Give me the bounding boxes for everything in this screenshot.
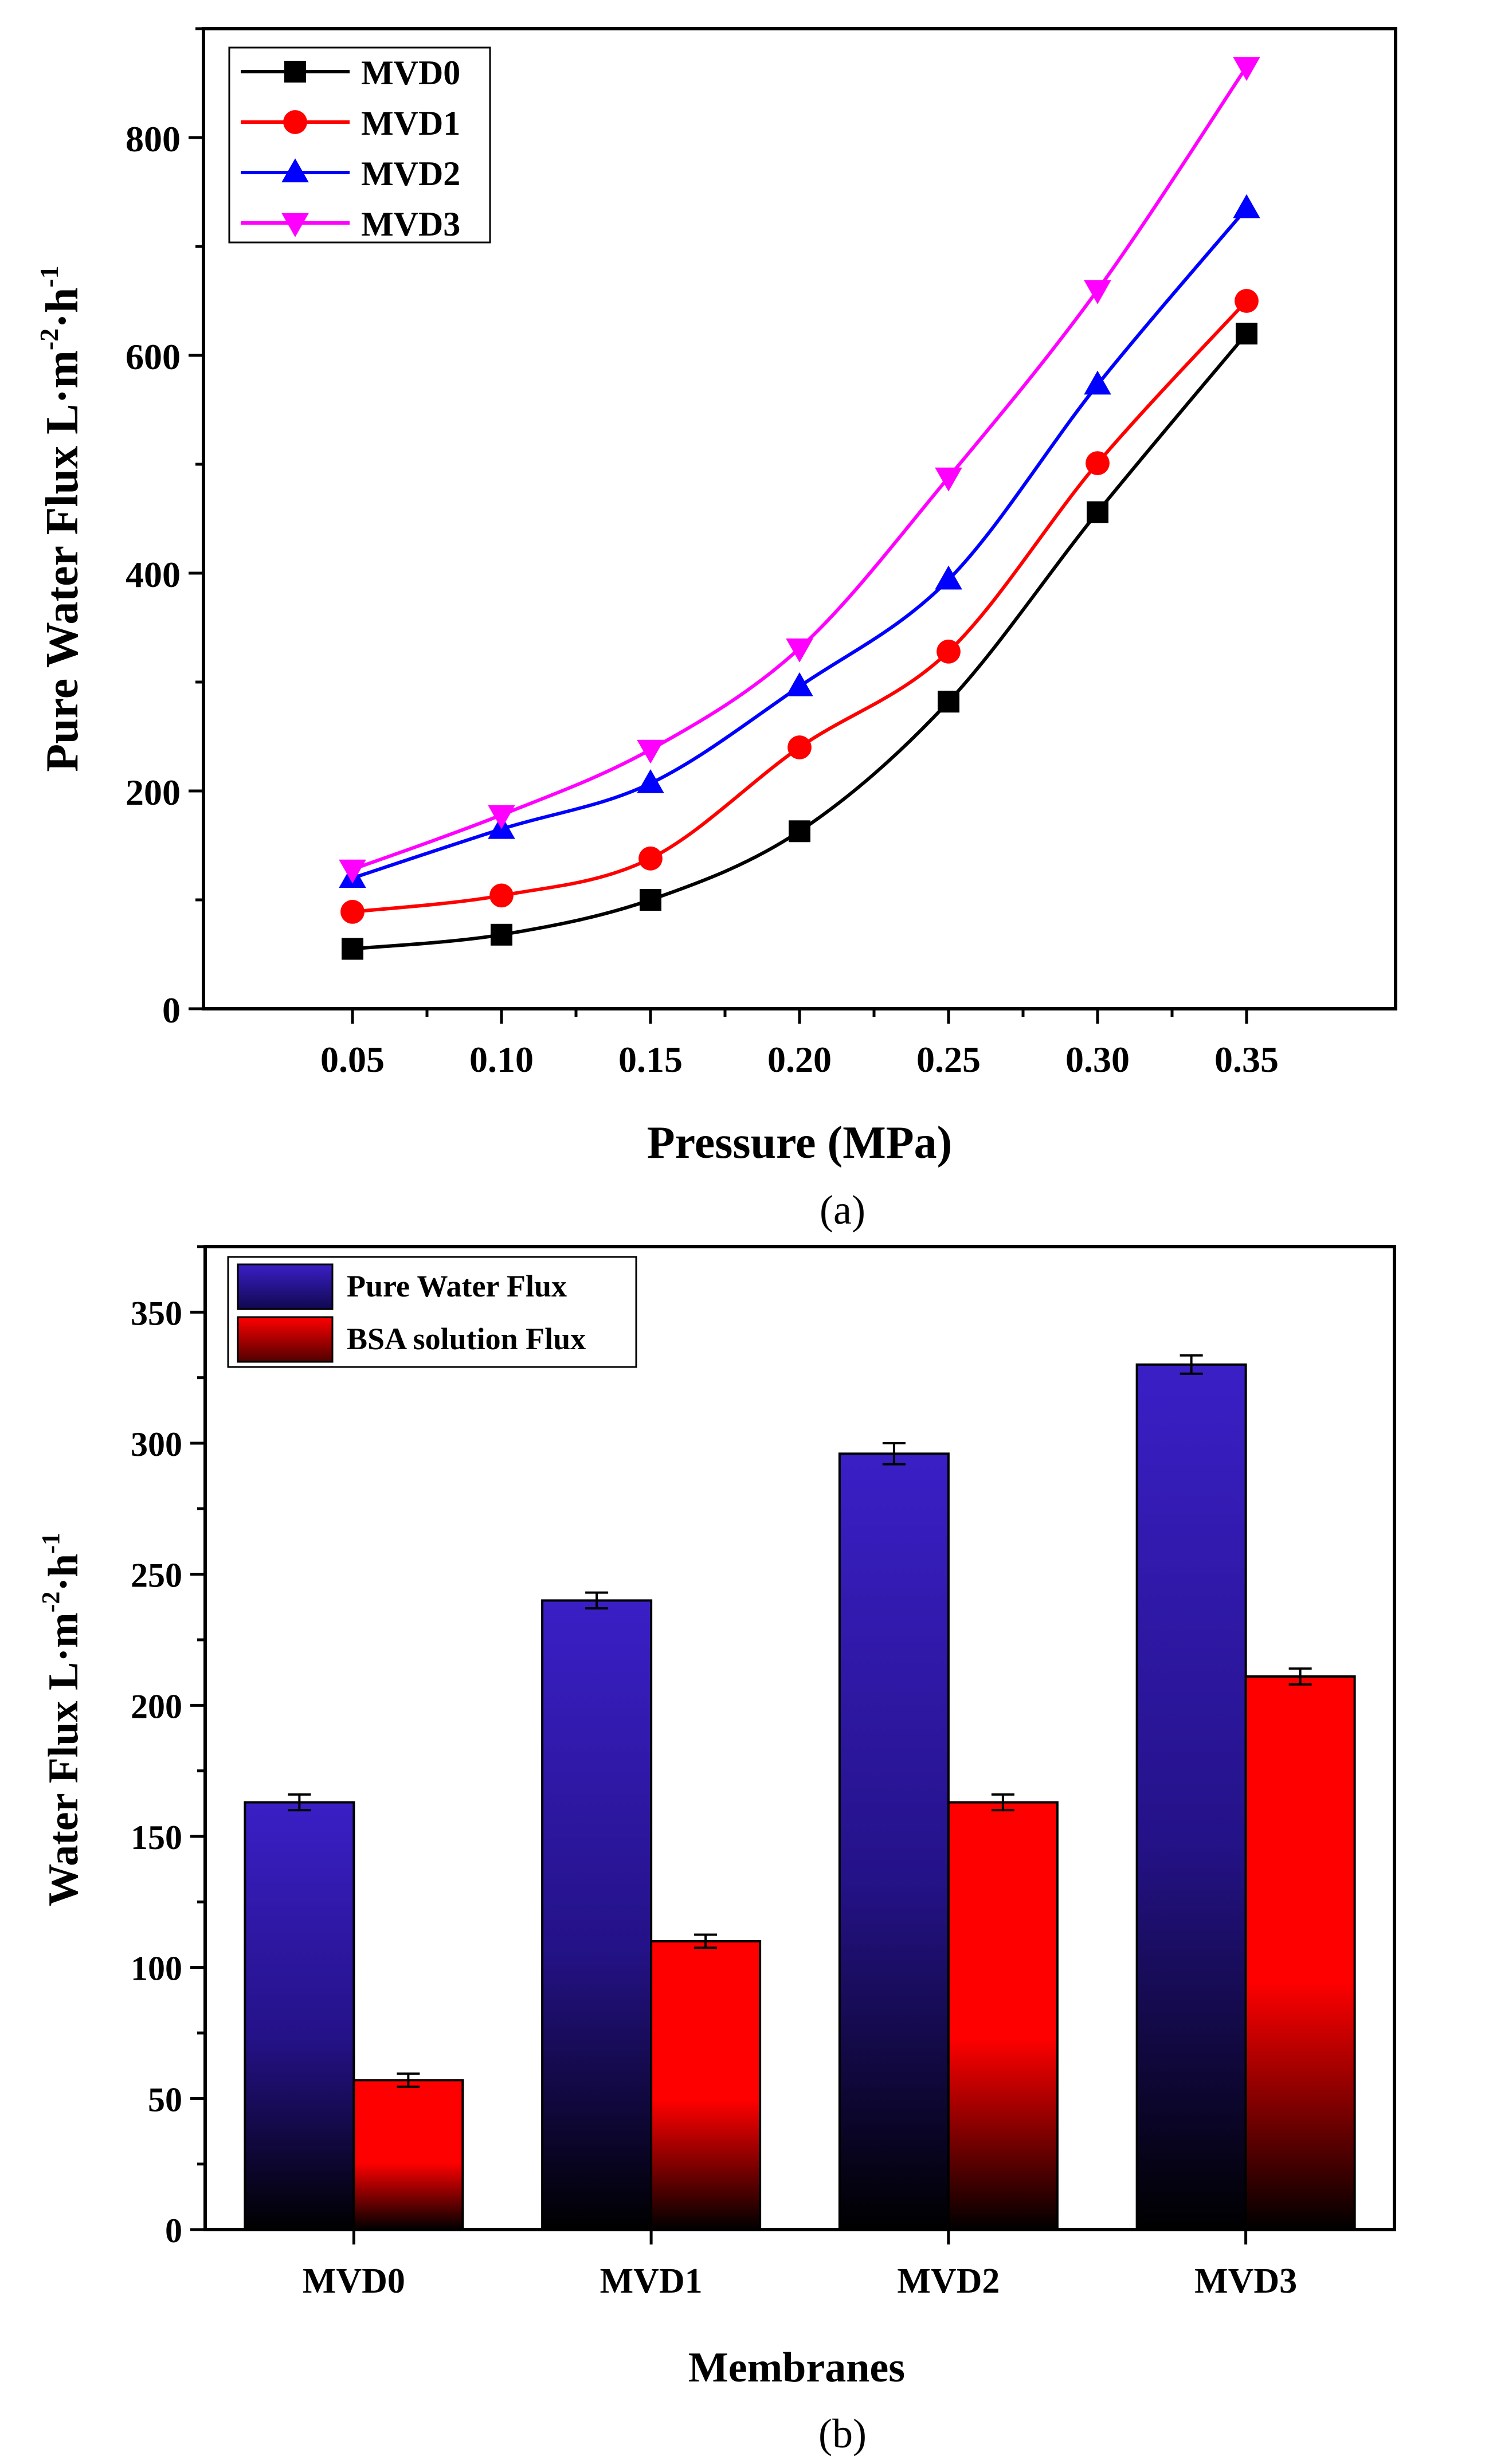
panel-a-x-tick-label: 0.20 — [767, 1039, 832, 1080]
panel-b-legend: Pure Water Flux BSA solution Flux — [227, 1256, 637, 1368]
panel-a-point-MVD0 — [1087, 501, 1108, 523]
panel-b-y-axis-title: Water Flux L·m-2·h-1 — [37, 1533, 87, 1906]
panel-b-bar-bsa-solution-flux — [352, 2079, 464, 2231]
panel-a-legend-marker-MVD0 — [284, 61, 306, 83]
panel-a-point-MVD3 — [1084, 280, 1111, 304]
panel-a-line-chart: 0 200 400 600 800 0.05 0.10 0.15 0.20 0.25 0.30 0.3… — [34, 27, 1397, 1233]
panel-b-x-tick-label: MVD0 — [303, 2262, 405, 2301]
panel-a-legend-box — [228, 46, 491, 244]
panel-a-label: (a) — [820, 1187, 865, 1233]
panel-b-x-tick-label: MVD3 — [1194, 2262, 1297, 2301]
panel-b-bar-pure-water-flux — [541, 1599, 653, 2231]
panel-b-bar-bsa-solution-flux — [1244, 1675, 1356, 2231]
panel-b-label: (b) — [818, 2411, 867, 2457]
panel-b-y-tick-label: 0 — [165, 2212, 182, 2250]
panel-a-y-axis-title: Pure Water Flux L·m-2·h-1 — [34, 265, 88, 771]
panel-a-point-MVD3 — [637, 739, 664, 764]
panel-a-x-tick-label: 0.30 — [1065, 1039, 1130, 1080]
panel-a-y-tick-label: 400 — [126, 554, 181, 595]
panel-a-point-MVD2 — [786, 672, 813, 696]
panel-a-x-tick-label: 0.25 — [916, 1039, 981, 1080]
panel-a-point-MVD0 — [640, 889, 661, 911]
panel-a-legend-label-MVD0: MVD0 — [361, 54, 460, 92]
panel-b-y-tick-label: 150 — [131, 1819, 182, 1856]
panel-a-legend-label-MVD2: MVD2 — [361, 155, 460, 193]
panel-a-legend-marker-MVD1 — [283, 110, 307, 134]
panel-b-bar-pure-water-flux — [838, 1452, 950, 2231]
panel-b-bar-chart: 0 50 100 150 200 250 300 350 MVD0 MVD1 MVD2 MVD3 Pu… — [37, 1245, 1396, 2457]
panel-a-point-MVD1 — [1086, 451, 1110, 475]
panel-b-y-tick-label: 50 — [148, 2081, 182, 2118]
panel-b-x-axis-title: Membranes — [688, 2344, 905, 2391]
panel-b-y-tick-label: 350 — [131, 1294, 182, 1332]
panel-b-y-tick-label: 250 — [131, 1557, 182, 1595]
panel-a-point-MVD3 — [935, 467, 962, 492]
panel-a-y-tick-label: 600 — [126, 336, 181, 377]
panel-a-legend-marker-MVD3 — [281, 213, 309, 237]
panel-b-y-tick-label: 200 — [131, 1687, 182, 1725]
panel-a-y-tick-label: 0 — [162, 990, 181, 1031]
panel-a-point-MVD2 — [1084, 370, 1111, 395]
panel-a-point-MVD3 — [339, 859, 366, 884]
panel-b-bar-bsa-solution-flux — [947, 1801, 1059, 2231]
panel-a-point-MVD1 — [1235, 289, 1259, 313]
panel-a-x-tick-label: 0.35 — [1214, 1039, 1279, 1080]
panel-b-legend-swatch — [237, 1316, 334, 1363]
panel-a-legend: MVD0 MVD1 MVD2 MVD3 — [228, 46, 491, 244]
panel-a-point-MVD3 — [786, 638, 813, 663]
panel-a-legend-marker-MVD2 — [281, 158, 309, 183]
panel-a-point-MVD1 — [937, 639, 961, 664]
panel-a-point-MVD0 — [789, 820, 810, 843]
panel-a-x-tick-label: 0.10 — [469, 1039, 534, 1080]
panel-a-point-MVD2 — [637, 769, 664, 793]
panel-b-plot-frame — [203, 1245, 1396, 2231]
panel-a-point-MVD3 — [488, 805, 515, 829]
panel-a-point-MVD1 — [489, 883, 514, 908]
panel-a-point-MVD0 — [342, 938, 363, 960]
panel-a-x-tick-label: 0.05 — [320, 1039, 385, 1080]
panel-a-y-tick-label: 200 — [126, 772, 181, 813]
panel-a-point-MVD2 — [1233, 194, 1260, 218]
panel-a-point-MVD0 — [1236, 323, 1257, 344]
panel-b-bar-pure-water-flux — [1135, 1363, 1247, 2231]
panel-b-x-tick-label: MVD2 — [897, 2262, 1000, 2301]
panel-a-point-MVD0 — [938, 691, 959, 713]
panel-a-point-MVD2 — [935, 565, 962, 590]
panel-a-point-MVD1 — [787, 735, 812, 759]
panel-b-y-tick-label: 300 — [131, 1425, 182, 1463]
panel-a-series-line-MVD2 — [352, 207, 1248, 880]
panel-a-y-tick-label: 800 — [126, 119, 181, 159]
panel-a-x-tick-label: 0.15 — [618, 1039, 683, 1080]
panel-a-legend-label-MVD3: MVD3 — [361, 205, 460, 243]
panel-b-bar-bsa-solution-flux — [650, 1940, 762, 2231]
panel-a-point-MVD1 — [340, 900, 365, 924]
panel-a-legend-label-MVD1: MVD1 — [361, 104, 460, 142]
panel-b-y-tick-label: 100 — [131, 1950, 182, 1988]
panel-a-x-axis-title: Pressure (MPa) — [647, 1118, 952, 1168]
panel-b-x-tick-label: MVD1 — [600, 2262, 703, 2301]
panel-a-point-MVD1 — [638, 846, 663, 871]
panel-b-legend-swatch — [237, 1263, 334, 1310]
panel-b-legend-label: BSA solution Flux — [347, 1322, 586, 1356]
panel-b-bar-pure-water-flux — [244, 1801, 355, 2231]
panel-a-point-MVD0 — [491, 923, 512, 946]
panel-a-point-MVD3 — [1233, 57, 1260, 81]
panel-b-legend-label: Pure Water Flux — [347, 1269, 567, 1303]
